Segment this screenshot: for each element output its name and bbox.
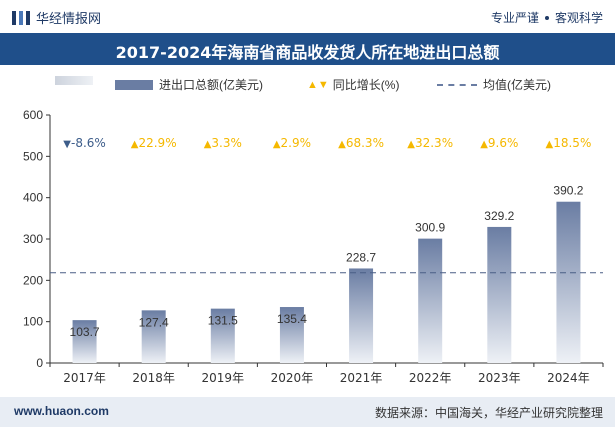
bar: [210, 308, 235, 363]
title-bar: 2017-2024年海南省商品收发货人所在地进出口总额: [0, 33, 615, 65]
tag-professional: 专业严谨: [490, 11, 539, 25]
legend-item-growth: ▲ ▼ 同比增长(%): [307, 76, 399, 93]
legend-dash-swatch: [437, 83, 477, 86]
x-tick-label: 2024年: [547, 371, 590, 385]
bar-value-label: 127.4: [139, 315, 169, 329]
growth-label: ▲2.9%: [273, 136, 311, 150]
growth-labels: ▼-8.6% ▲22.9% ▲3.3% ▲2.9% ▲68.3% ▲32.3% ▲9.6% ▲…: [63, 136, 591, 150]
triangle-down-icon: ▼: [317, 78, 329, 91]
growth-label: ▼-8.6%: [63, 136, 106, 150]
y-tick-label: 300: [23, 232, 43, 246]
bar-value-label: 300.9: [415, 221, 445, 235]
x-tick-label: 2022年: [409, 371, 452, 385]
y-tick-label: 500: [23, 149, 43, 163]
bar-value-label: 135.4: [277, 312, 307, 326]
x-tick-label: 2023年: [478, 371, 521, 385]
bar: [141, 310, 166, 363]
y-tick-label: 100: [23, 315, 43, 329]
y-tick-label: 200: [23, 273, 43, 287]
brand-name: 华经情报网: [36, 11, 102, 26]
bar: [556, 201, 581, 363]
bars: [72, 201, 581, 363]
legend-bar-label: 进出口总额(亿美元): [159, 78, 263, 92]
brand[interactable]: 华经情报网: [12, 8, 101, 27]
x-tick-label: 2019年: [202, 371, 245, 385]
bar: [487, 226, 512, 363]
growth-label: ▲9.6%: [480, 136, 518, 150]
legend-bar-swatch: [115, 79, 153, 90]
x-tick-label: 2021年: [340, 371, 383, 385]
chart-canvas: 0 100 200 300 400 500 600 2017年 2018年 2019年 2020年 2…: [23, 108, 604, 385]
bar-value-label: 390.2: [553, 184, 583, 198]
bar-value-label: 103.7: [70, 325, 100, 339]
x-tick-label: 2018年: [132, 371, 175, 385]
data-source: 数据来源：中国海关，华经产业研究院整理: [374, 406, 603, 420]
bar: [279, 307, 304, 363]
x-tick-label: 2020年: [271, 371, 314, 385]
growth-label: ▲32.3%: [407, 136, 453, 150]
bar: [72, 320, 97, 363]
triangle-up-icon: ▲: [307, 78, 318, 91]
y-tick-label: 600: [23, 108, 43, 122]
chart-title: 2017-2024年海南省商品收发货人所在地进出口总额: [115, 43, 500, 62]
x-tick-label: 2017年: [63, 371, 106, 385]
growth-label: ▲18.5%: [546, 136, 592, 150]
growth-label: ▲3.3%: [204, 136, 242, 150]
bar: [349, 268, 374, 363]
footer: www.huaon.com 数据来源：中国海关，华经产业研究院整理: [0, 397, 615, 427]
legend-average-label: 均值(亿美元): [483, 78, 551, 92]
separator-dot-icon: [544, 15, 549, 20]
top-bar: 华经情报网 专业严谨 客观科学: [0, 0, 615, 33]
tag-objective: 客观科学: [554, 11, 603, 25]
site-link[interactable]: www.huaon.com: [14, 404, 109, 418]
growth-label: ▲22.9%: [131, 136, 177, 150]
legend-growth-label: 同比增长(%): [332, 78, 400, 92]
legend-item-bar: 进出口总额(亿美元): [115, 76, 263, 93]
logo-icon: [12, 10, 30, 25]
growth-label: ▲68.3%: [338, 136, 384, 150]
axes: 0 100 200 300 400 500 600 2017年 2018年 2019年 2020年 2…: [23, 108, 604, 385]
legend-blank-swatch: [55, 76, 93, 85]
bar-value-label: 228.7: [346, 250, 376, 264]
data-labels: 103.7 127.4 131.5 135.4 228.7 300.9 329.2 390.2: [70, 184, 584, 339]
legend-item-average: 均值(亿美元): [437, 76, 551, 93]
bar: [418, 238, 443, 363]
bar-value-label: 329.2: [484, 209, 514, 223]
y-tick-label: 0: [36, 356, 43, 370]
bar-value-label: 131.5: [208, 314, 238, 328]
header-tags: 专业严谨 客观科学: [491, 9, 603, 26]
y-tick-label: 400: [23, 191, 43, 205]
